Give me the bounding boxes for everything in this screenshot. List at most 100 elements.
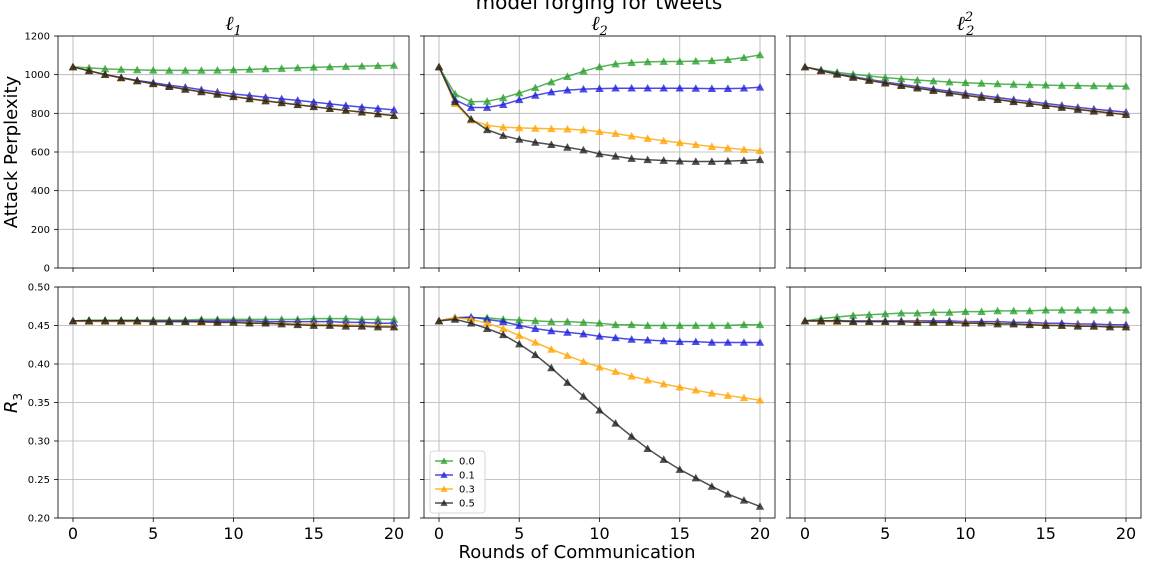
data-point xyxy=(627,131,636,140)
data-point xyxy=(929,86,938,94)
data-point xyxy=(675,57,684,65)
y-tick-label: 0.25 xyxy=(28,475,50,486)
data-point xyxy=(100,70,110,78)
data-point xyxy=(579,66,588,75)
legend-label: 0.1 xyxy=(459,471,475,482)
data-point xyxy=(309,63,318,71)
data-point xyxy=(100,64,110,73)
data-point xyxy=(341,101,351,109)
data-point xyxy=(325,99,334,108)
data-point xyxy=(563,124,572,133)
data-point xyxy=(499,123,508,131)
data-point xyxy=(547,363,556,372)
data-point xyxy=(197,87,206,96)
data-point xyxy=(466,315,476,323)
y-tick-label: 0.40 xyxy=(28,360,50,371)
data-point xyxy=(1073,322,1083,330)
data-point xyxy=(611,320,620,329)
panel-title-base: ℓ xyxy=(591,11,600,35)
data-point xyxy=(499,317,508,326)
data-point xyxy=(341,106,351,114)
data-point xyxy=(611,129,620,137)
data-point xyxy=(595,149,604,158)
data-point xyxy=(675,84,684,92)
data-point xyxy=(1105,322,1115,331)
data-point xyxy=(277,94,286,103)
data-point xyxy=(229,65,238,74)
data-point xyxy=(515,88,524,97)
data-point xyxy=(547,77,556,86)
data-point xyxy=(1025,99,1034,108)
data-point xyxy=(1089,81,1099,90)
data-point xyxy=(643,84,652,92)
plot-frame xyxy=(423,286,776,519)
x-tick-label: 15 xyxy=(670,524,690,543)
data-point xyxy=(389,111,399,120)
data-point xyxy=(643,335,652,344)
legend: 0.0 0.1 0.3 0.5 xyxy=(429,450,486,514)
data-point xyxy=(848,311,858,319)
data-point xyxy=(68,316,78,325)
x-tick-label: 15 xyxy=(304,524,324,543)
data-point xyxy=(1041,101,1050,109)
data-point xyxy=(1041,80,1050,89)
data-point xyxy=(325,321,334,329)
data-point xyxy=(325,62,334,71)
y-tick-label: 0.30 xyxy=(28,437,50,448)
data-point xyxy=(611,84,620,92)
data-point xyxy=(563,85,572,94)
data-point xyxy=(482,121,492,129)
data-point xyxy=(1073,105,1083,113)
data-point xyxy=(643,321,652,329)
data-point xyxy=(466,97,476,106)
data-point xyxy=(1105,81,1115,90)
x-tick-label: 10 xyxy=(955,524,975,543)
data-point xyxy=(499,93,508,102)
data-point xyxy=(723,338,733,346)
data-point xyxy=(643,444,652,453)
data-point xyxy=(832,312,842,321)
data-point xyxy=(627,432,636,440)
plot-frame xyxy=(57,35,410,269)
data-point xyxy=(659,136,668,145)
data-point xyxy=(961,78,970,87)
data-point xyxy=(755,50,765,59)
y-tick-label: 200 xyxy=(31,225,50,236)
data-point xyxy=(707,389,717,397)
data-point xyxy=(723,143,733,152)
data-point xyxy=(389,105,399,114)
data-point xyxy=(466,103,476,111)
data-point xyxy=(595,406,604,414)
data-point xyxy=(691,337,700,346)
data-point xyxy=(739,496,749,504)
data-point xyxy=(116,73,126,82)
data-point xyxy=(945,318,954,326)
data-point xyxy=(293,320,302,329)
data-point xyxy=(739,53,749,62)
panel-title-superscript: 2 xyxy=(964,10,973,25)
data-point xyxy=(627,320,636,329)
data-point xyxy=(450,315,460,323)
x-tick-label: 0 xyxy=(800,524,810,543)
data-point xyxy=(389,61,399,69)
data-point xyxy=(84,316,94,325)
data-point xyxy=(482,97,492,105)
data-point xyxy=(229,92,238,101)
y-tick-label: 0 xyxy=(44,264,50,275)
data-point xyxy=(755,395,765,404)
data-point xyxy=(659,84,668,92)
data-point xyxy=(977,79,986,87)
data-point xyxy=(1089,322,1099,330)
data-point xyxy=(245,94,254,103)
data-point xyxy=(293,63,302,72)
x-axis-label: Rounds of Communication xyxy=(459,542,696,563)
data-point xyxy=(197,317,206,326)
figure-suptitle: model forging for tweets xyxy=(476,0,723,14)
y-tick-label: 0.50 xyxy=(28,283,50,294)
data-point xyxy=(595,127,604,136)
data-point xyxy=(865,310,874,319)
data-point xyxy=(675,465,684,473)
chart-panel-bottom-right: 0 5 10 15 20 xyxy=(786,286,1142,543)
data-point xyxy=(1121,305,1131,314)
data-point xyxy=(659,57,668,65)
